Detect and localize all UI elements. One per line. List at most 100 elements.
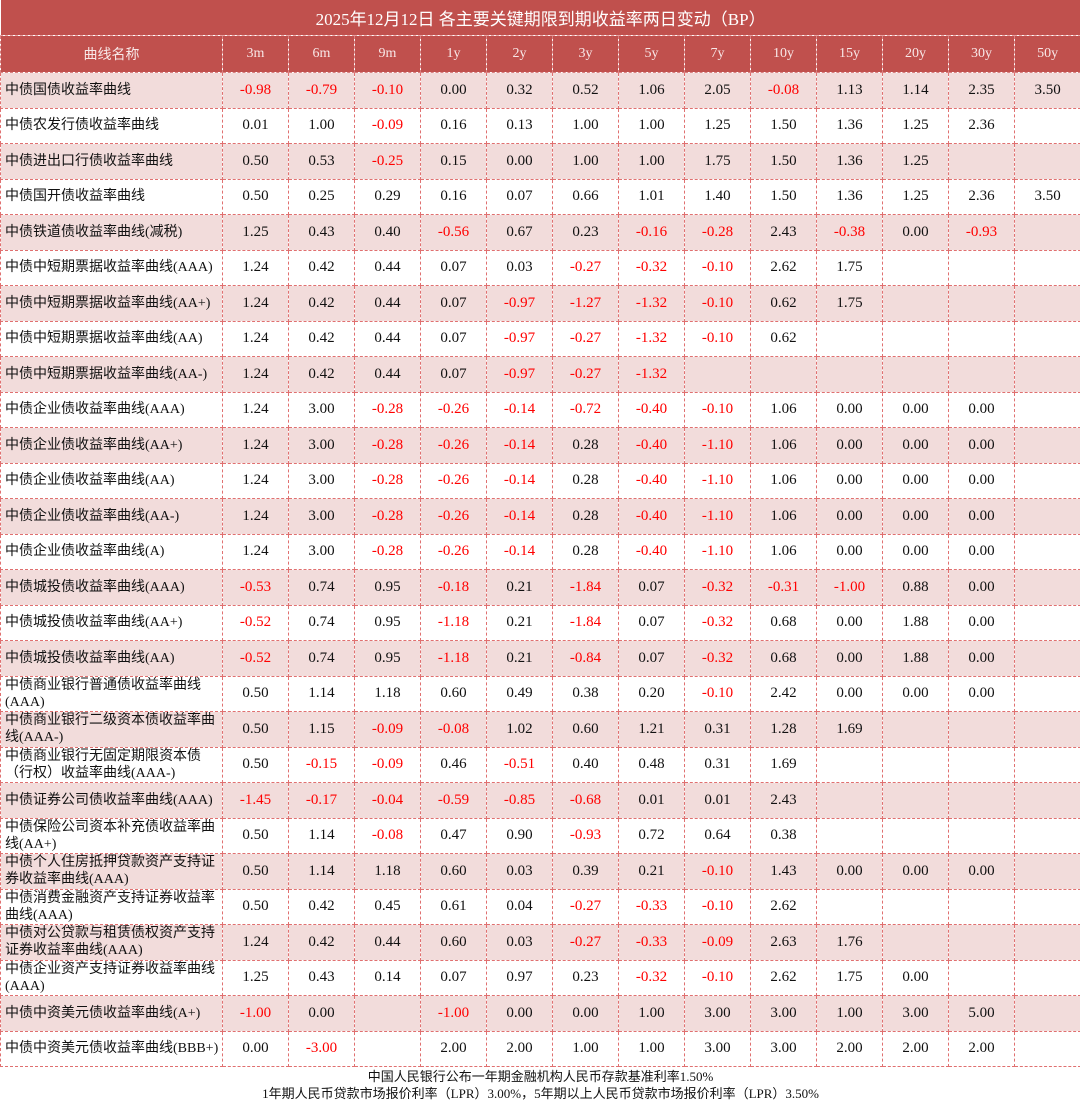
cell-2y: -0.14 bbox=[487, 499, 553, 535]
cell-2y: 1.02 bbox=[487, 712, 553, 748]
cell-30y: 2.00 bbox=[949, 1031, 1015, 1067]
cell-30y bbox=[949, 960, 1015, 996]
cell-9m: 0.45 bbox=[355, 889, 421, 925]
cell-3m: 0.50 bbox=[223, 179, 289, 215]
cell-3m: 1.25 bbox=[223, 960, 289, 996]
cell-1y: 0.07 bbox=[421, 321, 487, 357]
cell-5y: 1.06 bbox=[619, 73, 685, 109]
cell-9m: 0.14 bbox=[355, 960, 421, 996]
cell-5y: 0.01 bbox=[619, 783, 685, 819]
column-header-7y: 7y bbox=[685, 36, 751, 73]
cell-5y: -0.40 bbox=[619, 463, 685, 499]
cell-3y: 0.66 bbox=[553, 179, 619, 215]
cell-6m: -0.79 bbox=[289, 73, 355, 109]
cell-6m: 0.00 bbox=[289, 996, 355, 1032]
cell-9m: 1.18 bbox=[355, 676, 421, 712]
cell-50y bbox=[1015, 960, 1080, 996]
cell-2y: 0.00 bbox=[487, 144, 553, 180]
cell-30y: 0.00 bbox=[949, 428, 1015, 464]
cell-3y: 0.52 bbox=[553, 73, 619, 109]
cell-30y bbox=[949, 925, 1015, 961]
cell-1y: 0.07 bbox=[421, 357, 487, 393]
cell-15y bbox=[817, 889, 883, 925]
cell-50y bbox=[1015, 1031, 1080, 1067]
curve-name: 中债铁道债收益率曲线(减税) bbox=[1, 215, 223, 251]
cell-3m: 1.24 bbox=[223, 250, 289, 286]
cell-7y: 1.40 bbox=[685, 179, 751, 215]
cell-2y: 0.90 bbox=[487, 818, 553, 854]
cell-30y bbox=[949, 747, 1015, 783]
cell-30y bbox=[949, 144, 1015, 180]
cell-6m: -3.00 bbox=[289, 1031, 355, 1067]
cell-3y: 0.28 bbox=[553, 534, 619, 570]
cell-50y bbox=[1015, 676, 1080, 712]
cell-9m: -0.09 bbox=[355, 747, 421, 783]
column-header-15y: 15y bbox=[817, 36, 883, 73]
cell-20y: 0.00 bbox=[883, 392, 949, 428]
cell-50y bbox=[1015, 534, 1080, 570]
cell-50y bbox=[1015, 357, 1080, 393]
cell-9m: 0.95 bbox=[355, 570, 421, 606]
cell-50y bbox=[1015, 286, 1080, 322]
cell-6m: 1.14 bbox=[289, 854, 355, 890]
cell-10y bbox=[751, 357, 817, 393]
cell-10y: 1.06 bbox=[751, 463, 817, 499]
cell-2y: -0.97 bbox=[487, 357, 553, 393]
cell-50y bbox=[1015, 925, 1080, 961]
cell-20y: 0.00 bbox=[883, 463, 949, 499]
curve-name: 中债中短期票据收益率曲线(AA-) bbox=[1, 357, 223, 393]
cell-1y: 0.15 bbox=[421, 144, 487, 180]
cell-7y bbox=[685, 357, 751, 393]
cell-2y: 0.03 bbox=[487, 854, 553, 890]
cell-5y: 1.00 bbox=[619, 996, 685, 1032]
cell-15y: 0.00 bbox=[817, 463, 883, 499]
cell-6m: 0.74 bbox=[289, 605, 355, 641]
cell-6m: 0.42 bbox=[289, 250, 355, 286]
cell-9m: -0.25 bbox=[355, 144, 421, 180]
cell-9m bbox=[355, 1031, 421, 1067]
footer-line-2: 1年期人民币贷款市场报价利率（LPR）3.00%，5年期以上人民币贷款市场报价利… bbox=[4, 1085, 1078, 1102]
cell-3m: 1.24 bbox=[223, 499, 289, 535]
cell-20y: 0.00 bbox=[883, 676, 949, 712]
cell-3y: 0.38 bbox=[553, 676, 619, 712]
cell-20y: 1.88 bbox=[883, 641, 949, 677]
cell-7y: 3.00 bbox=[685, 1031, 751, 1067]
cell-15y: 1.00 bbox=[817, 996, 883, 1032]
cell-6m: 0.42 bbox=[289, 357, 355, 393]
cell-9m: 1.18 bbox=[355, 854, 421, 890]
curve-name: 中债商业银行无固定期限资本债（行权）收益率曲线(AAA-) bbox=[1, 747, 223, 783]
cell-15y: 0.00 bbox=[817, 534, 883, 570]
cell-3m: 1.24 bbox=[223, 392, 289, 428]
cell-50y bbox=[1015, 996, 1080, 1032]
cell-6m: 0.42 bbox=[289, 925, 355, 961]
cell-3y: 0.23 bbox=[553, 215, 619, 251]
cell-1y: -0.59 bbox=[421, 783, 487, 819]
cell-30y: 0.00 bbox=[949, 570, 1015, 606]
cell-9m: -0.28 bbox=[355, 392, 421, 428]
cell-3y: 1.00 bbox=[553, 144, 619, 180]
column-header-30y: 30y bbox=[949, 36, 1015, 73]
cell-3m: 0.50 bbox=[223, 818, 289, 854]
cell-9m: -0.28 bbox=[355, 499, 421, 535]
cell-15y: -1.00 bbox=[817, 570, 883, 606]
cell-3y: 0.60 bbox=[553, 712, 619, 748]
curve-name: 中债企业债收益率曲线(AA-) bbox=[1, 499, 223, 535]
curve-name: 中债企业债收益率曲线(AA) bbox=[1, 463, 223, 499]
cell-20y bbox=[883, 250, 949, 286]
cell-7y: -1.10 bbox=[685, 428, 751, 464]
cell-3m: 0.50 bbox=[223, 712, 289, 748]
cell-10y: 2.63 bbox=[751, 925, 817, 961]
cell-3m: 1.24 bbox=[223, 534, 289, 570]
cell-10y: -0.31 bbox=[751, 570, 817, 606]
cell-10y: 1.50 bbox=[751, 108, 817, 144]
cell-7y: 1.75 bbox=[685, 144, 751, 180]
cell-1y: -0.26 bbox=[421, 392, 487, 428]
cell-50y bbox=[1015, 499, 1080, 535]
cell-1y: 0.16 bbox=[421, 179, 487, 215]
curve-name: 中债企业债收益率曲线(A) bbox=[1, 534, 223, 570]
cell-1y: 0.00 bbox=[421, 73, 487, 109]
